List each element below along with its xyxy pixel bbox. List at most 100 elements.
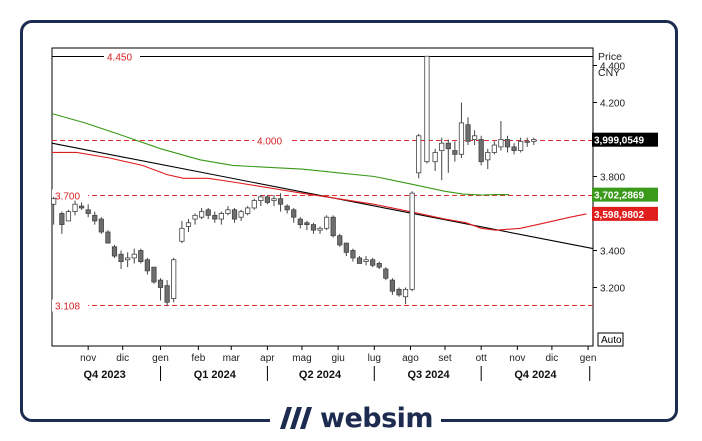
month-label: mar [223,353,241,364]
y-tick-label: 3.400 [600,247,625,258]
month-label: gen [152,353,169,364]
candle [297,217,303,229]
y-tick-label: 4.200 [600,99,625,110]
month-label: dic [116,353,129,364]
candle [59,211,65,234]
candle-body [78,205,85,209]
candle-body [157,279,164,288]
level-label: 4.000 [257,137,282,148]
candle [432,148,438,171]
plot-border [51,47,594,347]
candle [277,193,284,212]
level-label-bg [52,189,88,202]
candle [337,233,343,247]
websim-logo-icon [280,407,312,429]
auto-button-label: Auto [601,335,622,346]
level-label-bg [254,134,290,147]
price-badge-bg [592,132,658,147]
candle [245,206,251,216]
candle-body [151,266,157,283]
candle-body [396,288,402,296]
candle-body [164,285,170,303]
candle-body [258,196,264,201]
candle [310,222,317,234]
month-label: ott [476,353,487,364]
candle [350,248,356,262]
y-tick-label: 4.400 [600,62,625,73]
candle-body [389,279,395,292]
candle [524,137,530,147]
candle-body [330,216,336,237]
candle-body [92,214,98,222]
candle-body [343,242,349,253]
month-label: apr [260,353,275,364]
candle-body [125,257,131,261]
candle-body [465,124,471,142]
candle-body [310,224,317,231]
month-label: mag [292,353,311,364]
candle [284,204,290,214]
candle-body [231,209,238,220]
candle-body [59,213,65,226]
candle [258,195,264,207]
candle-body [445,142,451,150]
candle-body [370,259,376,266]
candle-body [51,198,57,205]
level-label-bg [52,299,88,312]
candle [504,135,511,153]
candle-body [85,209,91,214]
candle-body [65,211,72,222]
candle [465,117,471,146]
month-label: nov [509,353,525,364]
quarter-label: Q2 2024 [299,369,342,381]
axis-title: Price [598,51,622,63]
candle-body [179,227,185,242]
candle-body [511,146,517,151]
candle-body [317,227,323,231]
candle [416,133,422,179]
candle [218,211,224,225]
y-tick-label: 3.200 [600,284,625,295]
candle [125,252,131,268]
candle [498,121,504,151]
price-badge: 3,702,2869 [592,187,658,202]
price-badge-label: 3,598,9802 [594,210,644,221]
candle [304,220,310,231]
quarter-label: Q4 2023 [84,369,126,381]
y-tick-label: 3.800 [600,173,625,184]
candle [179,220,185,244]
candle [424,55,430,164]
candle [98,217,104,234]
chart-frame [20,20,678,422]
candle [356,256,363,264]
month-label: feb [191,353,205,364]
candle [65,209,72,222]
candle-body [337,235,343,246]
websim-logo: websim [270,401,442,435]
candle-body [284,205,290,211]
candle [78,202,85,210]
candle [458,102,465,158]
candle [472,130,478,146]
candle-body [458,122,465,155]
axis-unit: CNY [598,67,620,79]
candle [363,256,369,266]
candle [518,137,524,153]
candle [343,242,349,257]
candle [531,137,537,146]
candle [199,207,205,220]
candle [271,195,277,207]
candle [264,195,271,205]
candle [85,204,91,218]
candle-body [131,253,137,259]
candle [151,266,157,284]
candle-body [439,142,445,151]
candle-body [118,253,124,262]
candle [402,287,409,305]
candle-body [212,214,218,220]
candle-body [416,135,422,174]
quarter-label: Q1 2024 [194,369,237,381]
candle-body [199,211,205,218]
series-line [51,113,510,196]
